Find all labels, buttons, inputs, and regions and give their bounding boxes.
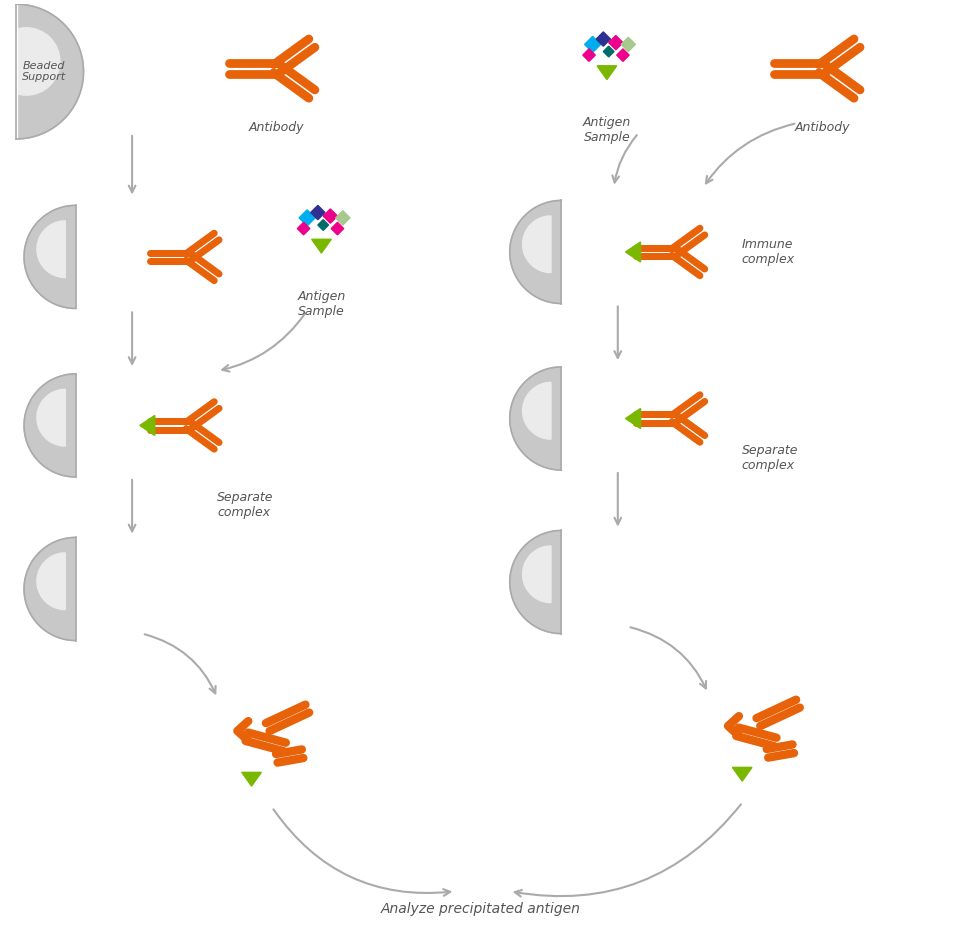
Text: Beaded
Support: Beaded Support [22, 61, 65, 82]
Polygon shape [140, 415, 155, 435]
Polygon shape [733, 767, 752, 781]
Polygon shape [298, 223, 310, 235]
Polygon shape [312, 239, 331, 253]
Text: Antibody: Antibody [794, 121, 849, 134]
Text: Antibody: Antibody [249, 121, 304, 134]
Polygon shape [604, 46, 614, 57]
Polygon shape [509, 531, 561, 633]
Polygon shape [336, 210, 350, 225]
Polygon shape [311, 206, 325, 220]
Polygon shape [37, 221, 65, 278]
Polygon shape [331, 223, 344, 235]
Polygon shape [509, 200, 561, 303]
Text: Analyze precipitated antigen: Analyze precipitated antigen [381, 902, 581, 916]
Polygon shape [621, 37, 636, 51]
Polygon shape [585, 36, 601, 52]
Polygon shape [596, 32, 611, 46]
Circle shape [0, 27, 60, 95]
Polygon shape [242, 773, 261, 786]
Text: Separate
complex: Separate complex [742, 445, 798, 472]
Polygon shape [523, 382, 551, 439]
Polygon shape [24, 206, 76, 308]
Polygon shape [24, 538, 76, 641]
Polygon shape [16, 4, 84, 139]
Polygon shape [37, 390, 65, 447]
Polygon shape [523, 216, 551, 273]
Polygon shape [509, 367, 561, 470]
Polygon shape [626, 409, 640, 428]
Polygon shape [626, 242, 640, 262]
Polygon shape [523, 546, 551, 603]
Polygon shape [609, 35, 623, 49]
Polygon shape [24, 374, 76, 477]
Polygon shape [583, 49, 595, 62]
Polygon shape [324, 209, 337, 223]
Text: Immune
complex: Immune complex [742, 238, 794, 266]
Text: Antigen
Sample: Antigen Sample [583, 117, 631, 144]
Polygon shape [299, 210, 315, 226]
Polygon shape [318, 220, 328, 230]
Polygon shape [37, 553, 65, 610]
Polygon shape [616, 49, 629, 62]
Text: Antigen
Sample: Antigen Sample [298, 290, 346, 318]
Polygon shape [597, 65, 616, 80]
Bar [0, 0, 17, 144]
Text: Separate
complex: Separate complex [218, 491, 273, 519]
